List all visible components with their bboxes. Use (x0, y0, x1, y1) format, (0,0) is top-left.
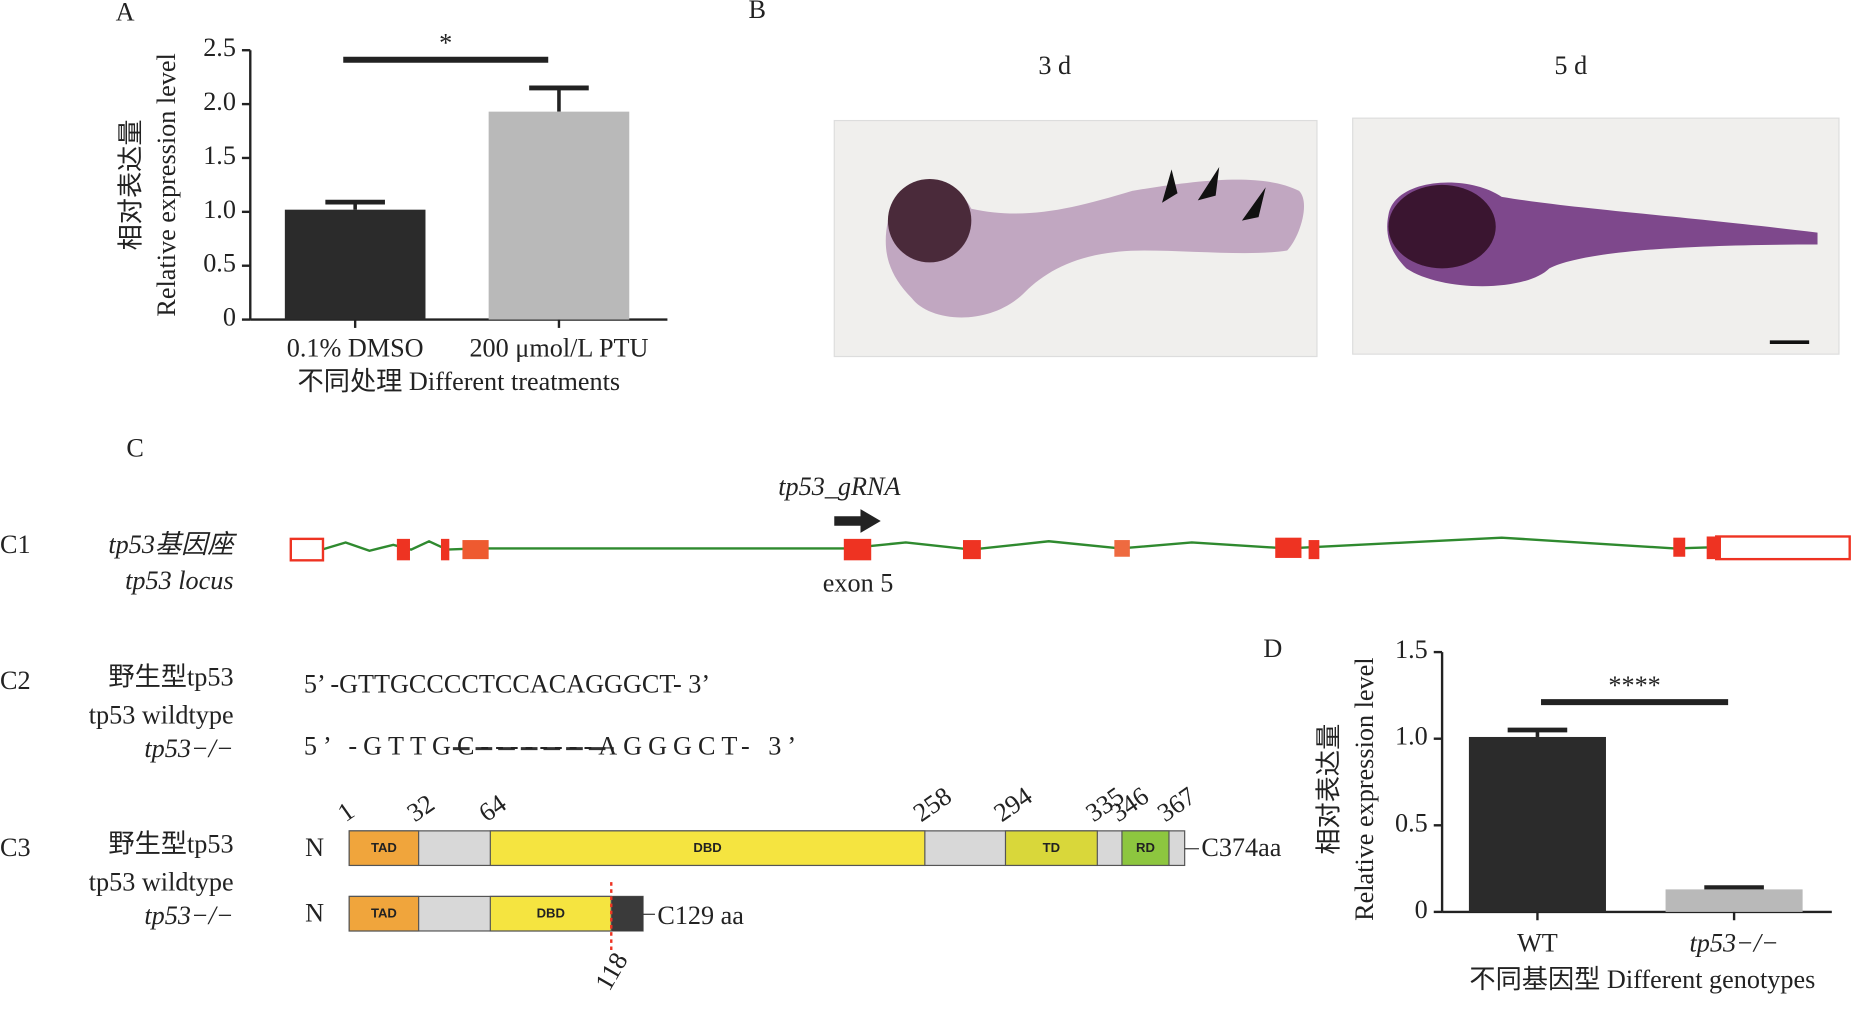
frameshift (611, 896, 644, 931)
y-tick-label: 1.5 (1395, 635, 1428, 664)
domain-label: TAD (371, 840, 397, 855)
y-tick-label: 1.0 (1395, 722, 1428, 751)
domain (489, 830, 926, 867)
image-label: 3 d (1038, 51, 1071, 80)
exon-label: exon 5 (823, 568, 894, 597)
domain-label: TD (1043, 840, 1060, 855)
sequence: 5’ -GTTGCCCCTCCACAGGGCT- 3’ (304, 670, 710, 699)
panel-label: C (126, 434, 143, 463)
c-terminus: C129 aa (657, 901, 744, 930)
n-terminus: N (305, 899, 324, 928)
genotype: 野生型tp53 (108, 829, 233, 858)
bar (284, 209, 426, 320)
y-tick-label: 0 (223, 303, 236, 332)
domain-label: DBD (693, 840, 721, 855)
y-axis-label: 相对表达量 (1314, 724, 1343, 855)
panel-label: B (748, 0, 765, 24)
x-tick-label: tp53−/− (1689, 928, 1778, 957)
y-tick-label: 2.5 (203, 33, 236, 62)
y-tick-label: 0.5 (1395, 808, 1428, 837)
x-tick-label: 200 μmol/L PTU (469, 334, 648, 363)
position-label: 64 (473, 789, 511, 828)
domain (1004, 830, 1098, 867)
row-label: C1 (0, 530, 31, 559)
mutation-label: 118 (589, 948, 633, 996)
y-tick-label: 0.5 (203, 249, 236, 278)
domain-label: DBD (537, 906, 565, 921)
y-tick-label: 0 (1415, 895, 1428, 924)
genotype: tp53 wildtype (89, 701, 234, 730)
bar (1665, 889, 1803, 912)
y-axis-label: 相对表达量 (116, 119, 145, 250)
locus-name: tp53 locus (125, 566, 233, 595)
domain (489, 895, 612, 932)
c-terminus: C374aa (1201, 833, 1281, 862)
domain (1121, 830, 1170, 867)
position-label: 367 (1152, 781, 1201, 827)
genotype: tp53 wildtype (89, 868, 234, 897)
x-axis-label: 不同基因型 Different genotypes (1469, 965, 1815, 994)
position-label: 1 (332, 796, 359, 827)
row-label: C2 (0, 666, 31, 695)
bar (1468, 736, 1606, 912)
panel-label: A (116, 0, 135, 26)
position-label: 258 (908, 781, 957, 827)
row-label: C3 (0, 833, 31, 862)
significance: * (439, 28, 452, 57)
fish-images (833, 117, 1840, 358)
y-axis-label: Relative expression level (152, 53, 181, 316)
domain (348, 895, 420, 932)
x-tick-label: WT (1517, 928, 1558, 957)
position-label: 32 (402, 789, 440, 828)
n-terminus: N (305, 833, 324, 862)
locus-name: tp53基因座 (108, 530, 237, 559)
position-label: 294 (989, 781, 1038, 827)
x-tick-label: 0.1% DMSO (287, 334, 424, 363)
x-axis-label: 不同处理 Different treatments (298, 367, 621, 396)
y-tick-label: 1.5 (203, 141, 236, 170)
panel-label: D (1263, 634, 1282, 663)
bar (488, 111, 630, 320)
image-label: 5 d (1554, 51, 1587, 80)
domain-label: RD (1136, 840, 1155, 855)
y-tick-label: 1.0 (203, 195, 236, 224)
significance: **** (1608, 671, 1660, 700)
domain (348, 830, 420, 867)
genotype: 野生型tp53 (108, 663, 233, 692)
domain-label: TAD (371, 906, 397, 921)
gene-locus (289, 509, 1851, 751)
y-tick-label: 2.0 (203, 87, 236, 116)
genotype: tp53−/− (144, 901, 233, 930)
genotype: tp53−/− (144, 734, 233, 763)
y-axis-label: Relative expression level (1350, 657, 1379, 920)
grna-label: tp53_gRNA (778, 472, 901, 501)
sequence: 5’ -GTTGC--------AGGGCT- 3’ (304, 732, 796, 761)
